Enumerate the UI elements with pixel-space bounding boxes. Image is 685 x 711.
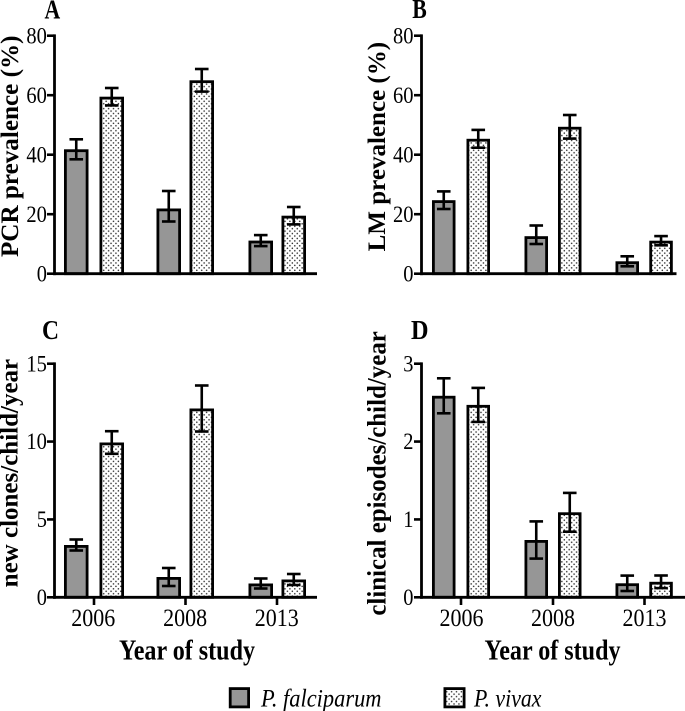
svg-text:B: B	[412, 0, 427, 24]
svg-text:5: 5	[37, 507, 47, 532]
svg-text:PCR prevalence (%): PCR prevalence (%)	[0, 36, 24, 257]
svg-text:15: 15	[26, 351, 47, 376]
svg-text:0: 0	[37, 585, 47, 610]
svg-text:40: 40	[393, 142, 414, 167]
svg-text:40: 40	[26, 142, 47, 167]
svg-text:20: 20	[393, 202, 414, 227]
svg-text:60: 60	[393, 83, 414, 108]
svg-text:2008: 2008	[163, 605, 207, 632]
svg-text:P. falciparum: P. falciparum	[260, 685, 381, 711]
svg-text:C: C	[42, 315, 59, 345]
svg-text:2006: 2006	[71, 605, 115, 632]
svg-text:D: D	[411, 315, 429, 345]
svg-text:LM prevalence (%): LM prevalence (%)	[364, 42, 391, 252]
svg-text:80: 80	[393, 23, 414, 48]
svg-text:0: 0	[403, 261, 413, 286]
svg-text:80: 80	[26, 23, 47, 48]
svg-text:0: 0	[403, 585, 413, 610]
svg-text:1: 1	[403, 507, 413, 532]
svg-text:10: 10	[26, 429, 47, 454]
svg-text:clinical episodes/child/year: clinical episodes/child/year	[363, 331, 392, 616]
svg-text:2006: 2006	[440, 605, 484, 632]
svg-text:Year of study: Year of study	[119, 634, 255, 666]
svg-text:new clones/child/year: new clones/child/year	[0, 359, 24, 587]
svg-text:2013: 2013	[255, 605, 299, 632]
svg-text:2013: 2013	[623, 605, 667, 632]
svg-text:20: 20	[26, 202, 47, 227]
svg-text:60: 60	[26, 83, 47, 108]
svg-text:3: 3	[403, 351, 413, 376]
svg-text:0: 0	[37, 261, 47, 286]
svg-text:A: A	[45, 0, 61, 25]
svg-text:Year of study: Year of study	[485, 634, 621, 666]
svg-text:P. vivax: P. vivax	[473, 685, 541, 711]
svg-text:2008: 2008	[531, 605, 575, 632]
svg-text:2: 2	[403, 429, 413, 454]
